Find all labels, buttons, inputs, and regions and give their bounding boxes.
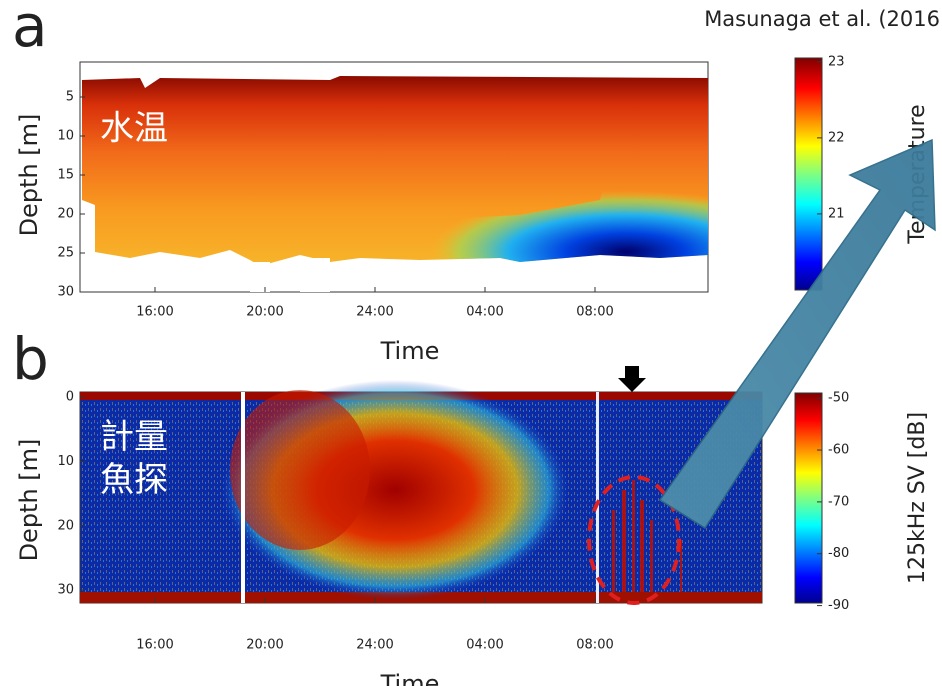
y-tick-label: 5 [66, 90, 74, 105]
colorbar-tick-label: -60 [828, 443, 849, 458]
colorbar-tick-label: -50 [828, 391, 849, 406]
y-tick-label: 10 [57, 454, 74, 469]
x-tick-label: 24:00 [356, 638, 393, 653]
y-tick-label: 10 [57, 129, 74, 144]
colorbar-tick-label: 21 [828, 206, 845, 221]
x-tick-label: 16:00 [136, 638, 173, 653]
x-axis-label: Time [380, 670, 440, 686]
x-tick-label: 20:00 [246, 638, 283, 653]
x-tick-label: 08:00 [576, 638, 613, 653]
y-tick-label: 20 [57, 518, 74, 533]
colorbar [794, 57, 823, 291]
y-tick-label: 25 [57, 246, 74, 261]
colorbar-tick-label: -90 [828, 598, 849, 613]
colorbar-tick-label: 22 [828, 130, 845, 145]
y-tick-label: 20 [57, 207, 74, 222]
citation: Masunaga et al. (2016 [704, 7, 940, 31]
colorbar [794, 392, 823, 604]
panel-label: a [12, 0, 48, 60]
x-tick-label: 04:00 [466, 305, 503, 320]
y-tick-label: 30 [57, 285, 74, 300]
highlight-ellipse [587, 475, 681, 605]
y-tick-label: 30 [57, 583, 74, 598]
temperature-field [79, 61, 709, 293]
x-tick-label: 16:00 [136, 305, 173, 320]
y-tick-label: 15 [57, 168, 74, 183]
echogram-field [79, 380, 763, 604]
x-tick-label: 24:00 [356, 305, 393, 320]
y-tick-label: 0 [66, 390, 74, 405]
y-axis-label: Depth [m] [15, 114, 43, 237]
annotation: 水温 [100, 109, 168, 149]
y-axis-label: Depth [m] [15, 439, 43, 562]
colorbar-tick-label: -80 [828, 546, 849, 561]
colorbar-tick-label: -70 [828, 494, 849, 509]
x-axis-label: Time [380, 337, 440, 365]
annotation: 魚探 [100, 460, 168, 500]
callout-arrow [658, 138, 936, 530]
colorbar-tick-label: 23 [828, 54, 845, 69]
arrow-marker [618, 366, 646, 392]
annotation: 計量 [100, 417, 168, 457]
panel-label: b [12, 325, 49, 393]
colorbar-label: 125kHz SV [dB] [905, 412, 930, 584]
x-tick-label: 08:00 [576, 305, 613, 320]
x-tick-label: 04:00 [466, 638, 503, 653]
x-tick-label: 20:00 [246, 305, 283, 320]
